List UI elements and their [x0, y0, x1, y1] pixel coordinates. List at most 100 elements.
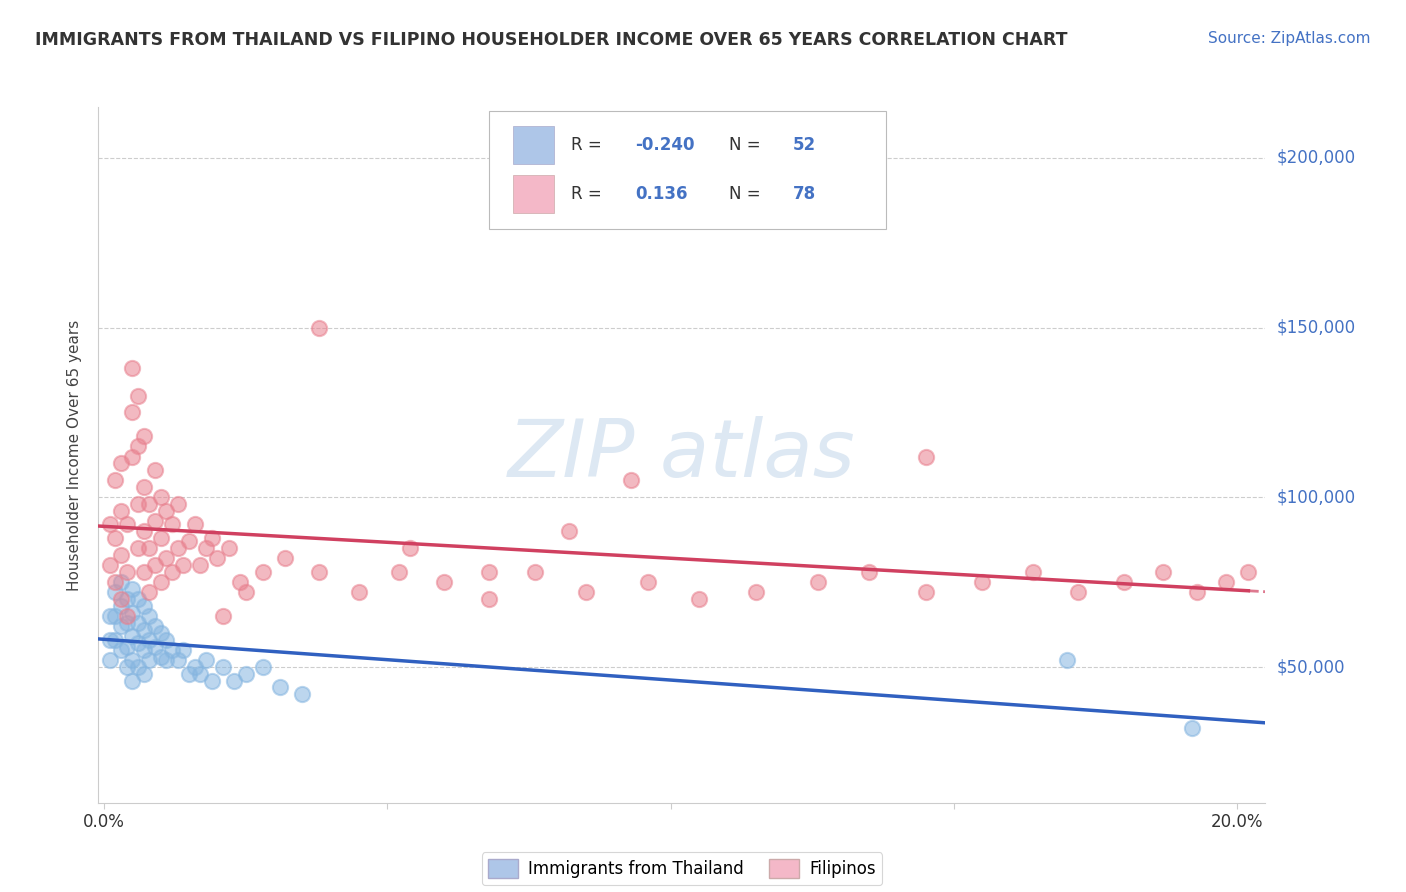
Point [201, 673, 224, 688]
Point [132, 599, 155, 613]
Point [212, 609, 235, 624]
Text: IMMIGRANTS FROM THAILAND VS FILIPINO HOUSEHOLDER INCOME OVER 65 YEARS CORRELATIO: IMMIGRANTS FROM THAILAND VS FILIPINO HOU… [35, 31, 1067, 49]
Point [110, 643, 132, 657]
Point [212, 660, 235, 674]
FancyBboxPatch shape [489, 111, 886, 229]
Point [121, 630, 143, 644]
Text: R =: R = [571, 185, 612, 203]
Point [104, 531, 127, 545]
Point [127, 388, 149, 402]
Point [121, 405, 143, 419]
Point [121, 361, 143, 376]
Point [149, 575, 172, 590]
Point [138, 585, 160, 599]
Point [155, 504, 177, 518]
Point [166, 541, 188, 556]
Point [143, 619, 166, 633]
Text: $100,000: $100,000 [1277, 488, 1355, 507]
Point [110, 548, 132, 562]
Point [523, 565, 546, 579]
Point [388, 565, 411, 579]
Point [172, 558, 194, 573]
Point [914, 450, 936, 464]
Point [104, 474, 127, 488]
Point [195, 541, 218, 556]
Point [98, 609, 121, 624]
Text: ZIP atlas: ZIP atlas [508, 416, 856, 494]
Point [160, 643, 183, 657]
Point [115, 640, 138, 654]
Point [110, 619, 132, 633]
Text: 52: 52 [793, 136, 815, 154]
Point [104, 575, 127, 590]
Point [166, 653, 188, 667]
Point [1056, 653, 1078, 667]
Point [127, 439, 149, 453]
Point [688, 592, 710, 607]
Point [201, 531, 224, 545]
Point [110, 457, 132, 471]
Point [807, 575, 830, 590]
Text: $200,000: $200,000 [1277, 149, 1355, 167]
Point [127, 541, 149, 556]
Point [478, 565, 501, 579]
Point [98, 517, 121, 532]
Point [115, 517, 138, 532]
Point [235, 666, 257, 681]
Text: $150,000: $150,000 [1277, 318, 1355, 336]
Point [433, 575, 456, 590]
Point [115, 565, 138, 579]
Point [172, 643, 194, 657]
Text: N =: N = [728, 185, 765, 203]
Point [235, 585, 257, 599]
Bar [513, 126, 554, 164]
Point [121, 653, 143, 667]
Point [1112, 575, 1135, 590]
Point [121, 606, 143, 620]
Point [252, 660, 274, 674]
Point [637, 575, 659, 590]
Point [104, 609, 127, 624]
Point [1067, 585, 1090, 599]
Point [177, 666, 200, 681]
Point [347, 585, 370, 599]
Point [115, 609, 138, 624]
Point [98, 632, 121, 647]
Point [138, 497, 160, 511]
Point [127, 615, 149, 630]
Point [104, 632, 127, 647]
Point [121, 673, 143, 688]
Point [620, 474, 643, 488]
Point [121, 582, 143, 596]
Y-axis label: Householder Income Over 65 years: Householder Income Over 65 years [67, 319, 83, 591]
Point [132, 643, 155, 657]
Point [478, 592, 501, 607]
Point [744, 585, 766, 599]
Text: 78: 78 [793, 185, 815, 203]
Bar [513, 175, 554, 213]
Point [115, 615, 138, 630]
Point [127, 636, 149, 650]
Point [143, 463, 166, 477]
Point [252, 565, 274, 579]
Point [98, 653, 121, 667]
Point [127, 592, 149, 607]
Point [155, 632, 177, 647]
Point [132, 524, 155, 539]
Point [149, 626, 172, 640]
Point [149, 531, 172, 545]
Point [110, 575, 132, 590]
Point [132, 623, 155, 637]
Point [104, 585, 127, 599]
Point [132, 565, 155, 579]
Point [1152, 565, 1174, 579]
Point [218, 541, 240, 556]
Point [138, 541, 160, 556]
Point [1215, 575, 1237, 590]
Point [132, 480, 155, 494]
Point [127, 497, 149, 511]
Point [143, 640, 166, 654]
Point [132, 429, 155, 443]
Point [115, 660, 138, 674]
Point [575, 585, 598, 599]
